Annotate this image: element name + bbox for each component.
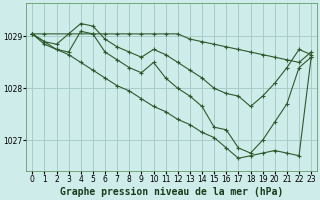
X-axis label: Graphe pression niveau de la mer (hPa): Graphe pression niveau de la mer (hPa) [60,187,283,197]
